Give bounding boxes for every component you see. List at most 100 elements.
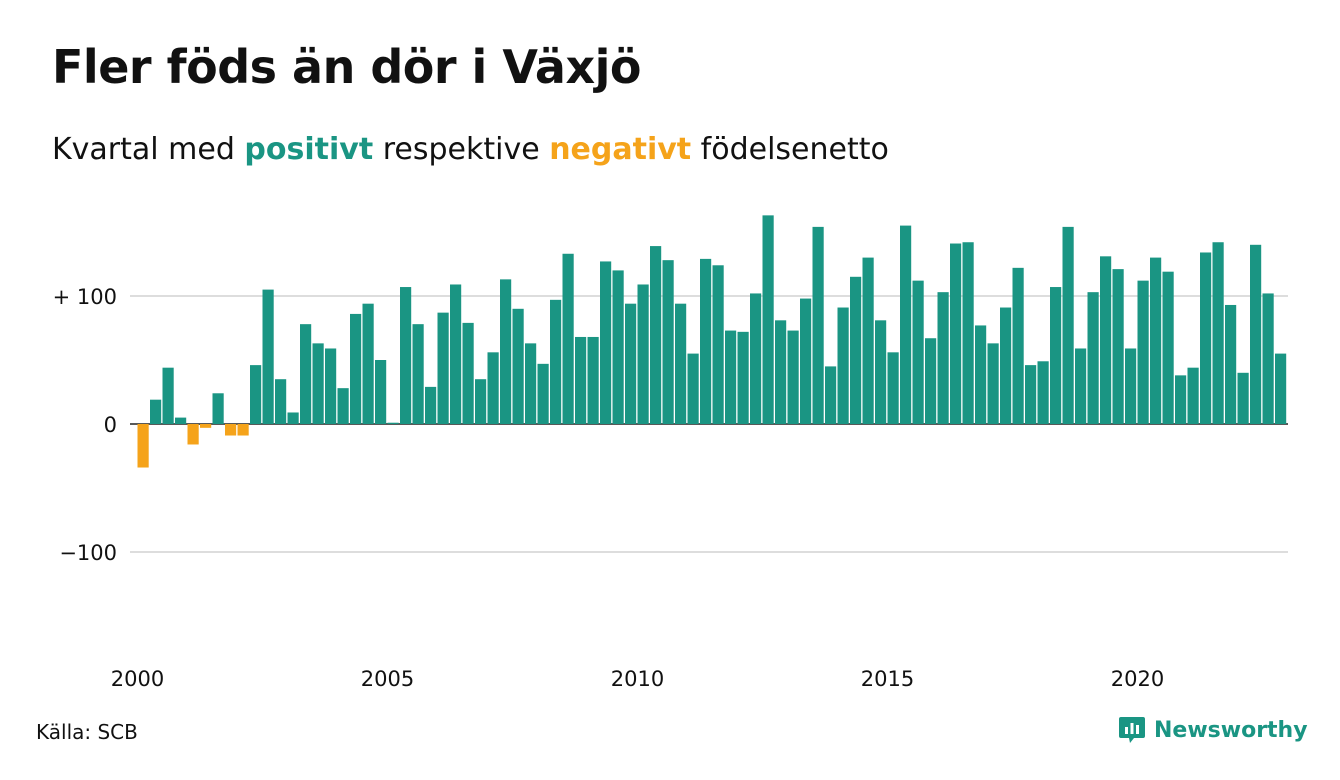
bar xyxy=(600,261,612,424)
bar xyxy=(775,320,787,424)
bar xyxy=(850,276,862,424)
bar xyxy=(575,336,587,424)
brand-name: Newsworthy xyxy=(1154,717,1308,743)
bar xyxy=(900,225,912,424)
bar xyxy=(937,292,949,424)
bar xyxy=(550,299,562,424)
bar xyxy=(1025,365,1037,424)
bar xyxy=(487,352,499,424)
bar xyxy=(212,393,224,424)
bar xyxy=(187,424,199,445)
bar xyxy=(725,330,737,424)
bar xyxy=(712,265,724,424)
bar xyxy=(1100,256,1112,424)
bar xyxy=(1125,348,1137,424)
brand-logo: Newsworthy xyxy=(1118,714,1308,746)
bar xyxy=(287,412,299,424)
x-tick-label: 2000 xyxy=(111,667,164,691)
bar xyxy=(662,260,674,424)
bar xyxy=(1262,293,1274,424)
bar xyxy=(837,307,849,424)
y-tick-label: −100 xyxy=(59,541,117,565)
newsworthy-logo-icon xyxy=(1119,717,1145,743)
bar xyxy=(175,417,187,424)
bar xyxy=(1212,242,1224,424)
bar xyxy=(975,325,987,424)
bar xyxy=(462,322,474,424)
bar xyxy=(387,422,399,424)
bar xyxy=(275,379,287,424)
bars xyxy=(137,215,1287,468)
bar xyxy=(362,303,374,424)
bar xyxy=(1137,280,1149,424)
x-axis-ticks: 2000 2005 2010 2015 2020 xyxy=(111,667,1164,691)
subtitle-suffix: födelsenetto xyxy=(691,132,889,167)
bar xyxy=(325,348,337,424)
bar xyxy=(1275,353,1287,424)
bar xyxy=(687,353,699,424)
bar xyxy=(987,343,999,424)
y-axis-ticks: + 100 0 −100 xyxy=(53,285,117,565)
bar xyxy=(1075,348,1087,424)
bar xyxy=(475,379,487,424)
chart-title: Fler föds än dör i Växjö xyxy=(52,40,642,94)
x-tick-label: 2005 xyxy=(361,667,414,691)
bar xyxy=(1150,257,1162,424)
bar xyxy=(137,424,149,468)
subtitle-middle: respektive xyxy=(373,132,550,167)
subtitle-prefix: Kvartal med xyxy=(52,132,245,167)
bar xyxy=(162,367,174,424)
bar xyxy=(375,360,387,424)
bar xyxy=(312,343,324,424)
bar xyxy=(862,257,874,424)
bar xyxy=(1050,287,1062,424)
bar xyxy=(587,336,599,424)
bar xyxy=(1175,375,1187,424)
bar xyxy=(962,242,974,424)
bar xyxy=(200,424,212,428)
bar xyxy=(1012,267,1024,424)
bar xyxy=(750,293,762,424)
bar xyxy=(1225,304,1237,424)
bar xyxy=(800,298,812,424)
bar xyxy=(762,215,774,424)
bar xyxy=(225,424,237,436)
y-tick-label: + 100 xyxy=(53,285,117,309)
x-tick-label: 2015 xyxy=(861,667,914,691)
bar xyxy=(525,343,537,424)
bar xyxy=(1187,367,1199,424)
bar xyxy=(250,365,262,424)
bar xyxy=(637,284,649,424)
bar xyxy=(500,279,512,424)
bar xyxy=(1162,271,1174,424)
bar xyxy=(1087,292,1099,424)
bar xyxy=(787,330,799,424)
x-tick-label: 2010 xyxy=(611,667,664,691)
bar xyxy=(675,303,687,424)
bar xyxy=(437,312,449,424)
bar xyxy=(1037,361,1049,424)
bar xyxy=(562,253,574,424)
bar xyxy=(912,280,924,424)
bar xyxy=(812,226,824,424)
bar xyxy=(1237,372,1249,424)
bar xyxy=(400,287,412,424)
y-tick-label: 0 xyxy=(104,413,117,437)
subtitle-negative-word: negativt xyxy=(549,132,692,167)
bar xyxy=(512,308,524,424)
bar xyxy=(150,399,162,424)
bar xyxy=(625,303,637,424)
bar xyxy=(737,331,749,424)
bar xyxy=(300,324,312,424)
x-tick-label: 2020 xyxy=(1111,667,1164,691)
bar xyxy=(875,320,887,424)
bar xyxy=(412,324,424,424)
bar xyxy=(950,243,962,424)
bar xyxy=(1112,269,1124,424)
bar xyxy=(1200,252,1212,424)
bar xyxy=(650,246,662,424)
bar xyxy=(350,313,362,424)
bar xyxy=(1062,226,1074,424)
bar xyxy=(925,338,937,424)
